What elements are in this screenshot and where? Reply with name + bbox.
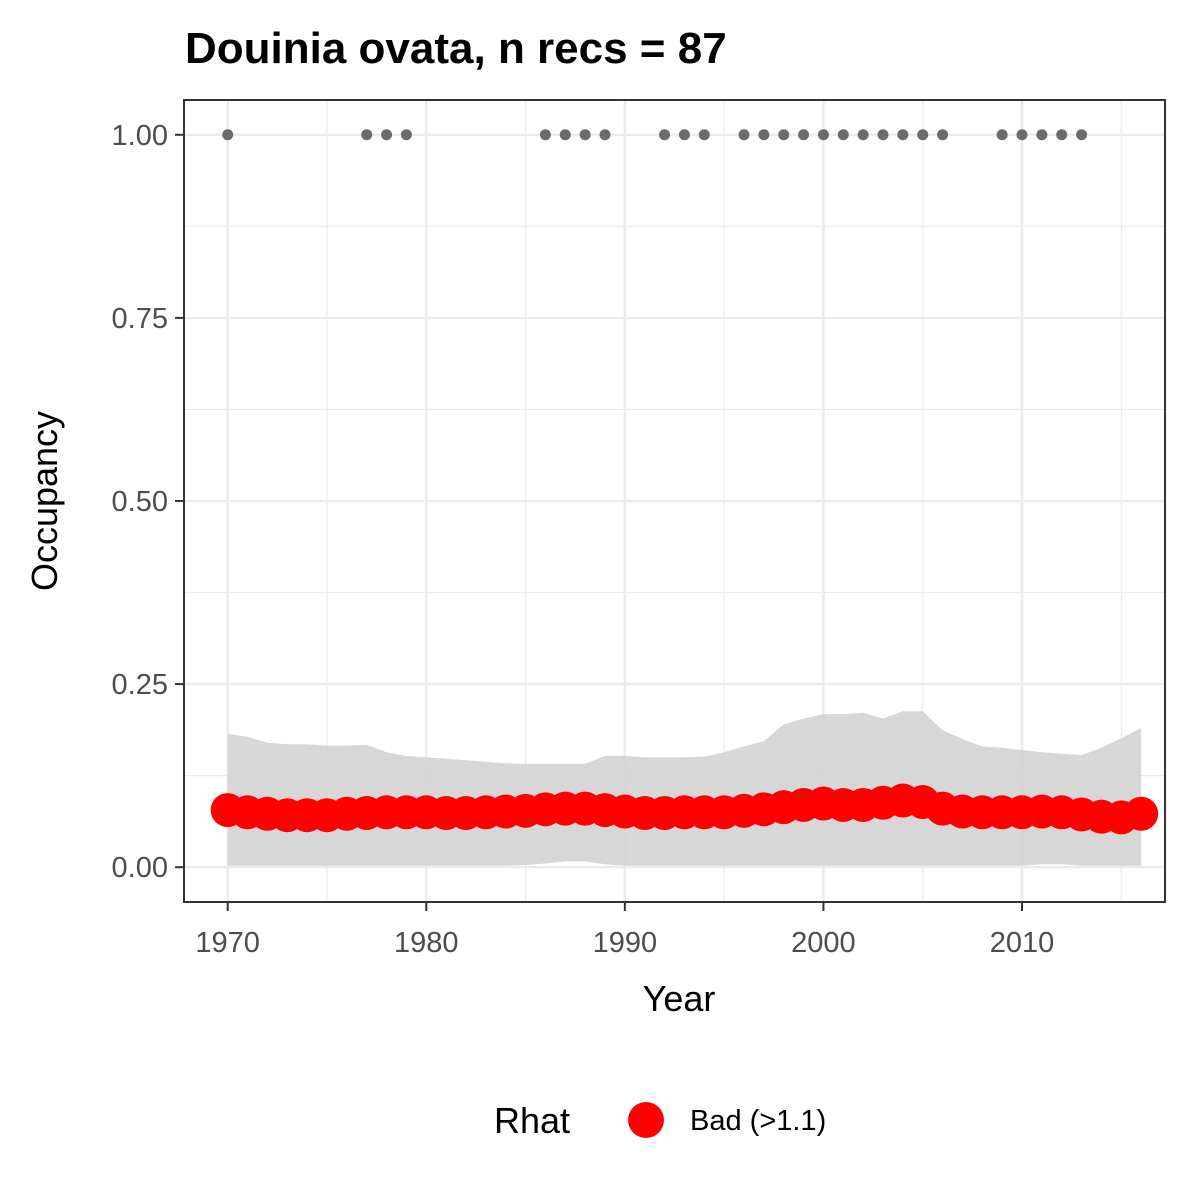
observation-point bbox=[917, 129, 929, 141]
observation-point bbox=[400, 129, 412, 141]
observation-point bbox=[738, 129, 750, 141]
observation-point bbox=[659, 129, 671, 141]
observation-point bbox=[1056, 129, 1068, 141]
observation-point bbox=[579, 129, 591, 141]
chart-title: Douinia ovata, n recs = 87 bbox=[185, 24, 727, 73]
x-axis-title: Year bbox=[643, 978, 716, 1019]
credible-interval-ribbon bbox=[227, 711, 1142, 866]
observation-point bbox=[1016, 129, 1028, 141]
observation-point bbox=[222, 129, 234, 141]
legend-title: Rhat bbox=[494, 1100, 570, 1141]
observation-point bbox=[1036, 129, 1048, 141]
x-tick-label: 1980 bbox=[394, 927, 459, 959]
observation-point bbox=[798, 129, 810, 141]
y-tick-label: 0.25 bbox=[112, 669, 168, 701]
observation-point bbox=[381, 129, 393, 141]
y-tick-label: 1.00 bbox=[112, 120, 168, 152]
legend-key-bad-rhat bbox=[628, 1102, 664, 1138]
observation-point bbox=[678, 129, 690, 141]
y-tick-label: 0.50 bbox=[112, 486, 168, 518]
observation-point bbox=[837, 129, 849, 141]
observation-point bbox=[996, 129, 1008, 141]
observation-point bbox=[817, 129, 829, 141]
x-axis: 1970 1980 1990 2000 2010 bbox=[195, 902, 1054, 959]
observation-point bbox=[857, 129, 869, 141]
observation-point bbox=[758, 129, 770, 141]
observation-point bbox=[698, 129, 710, 141]
y-tick-label: 0.75 bbox=[112, 303, 168, 335]
observation-points bbox=[222, 129, 1088, 141]
observation-point bbox=[778, 129, 790, 141]
observation-point bbox=[897, 129, 909, 141]
x-tick-label: 1990 bbox=[593, 927, 658, 959]
observation-point bbox=[361, 129, 373, 141]
observation-point bbox=[937, 129, 949, 141]
occupancy-point bbox=[1124, 796, 1159, 831]
legend-label-bad-rhat: Bad (>1.1) bbox=[690, 1105, 826, 1137]
observation-point bbox=[1076, 129, 1088, 141]
y-axis: 0.00 0.25 0.50 0.75 1.00 bbox=[112, 120, 184, 884]
credible-interval-ribbon-layer bbox=[227, 711, 1142, 866]
observation-point bbox=[559, 129, 571, 141]
x-tick-label: 1970 bbox=[195, 927, 260, 959]
y-axis-title: Occupancy bbox=[24, 411, 65, 591]
x-tick-label: 2010 bbox=[990, 927, 1055, 959]
observation-point bbox=[877, 129, 889, 141]
x-tick-label: 2000 bbox=[791, 927, 856, 959]
legend: Rhat Bad (>1.1) bbox=[494, 1100, 826, 1141]
occupancy-estimate-points bbox=[210, 783, 1159, 835]
observation-point bbox=[599, 129, 611, 141]
observation-point bbox=[539, 129, 551, 141]
y-tick-label: 0.00 bbox=[112, 852, 168, 884]
